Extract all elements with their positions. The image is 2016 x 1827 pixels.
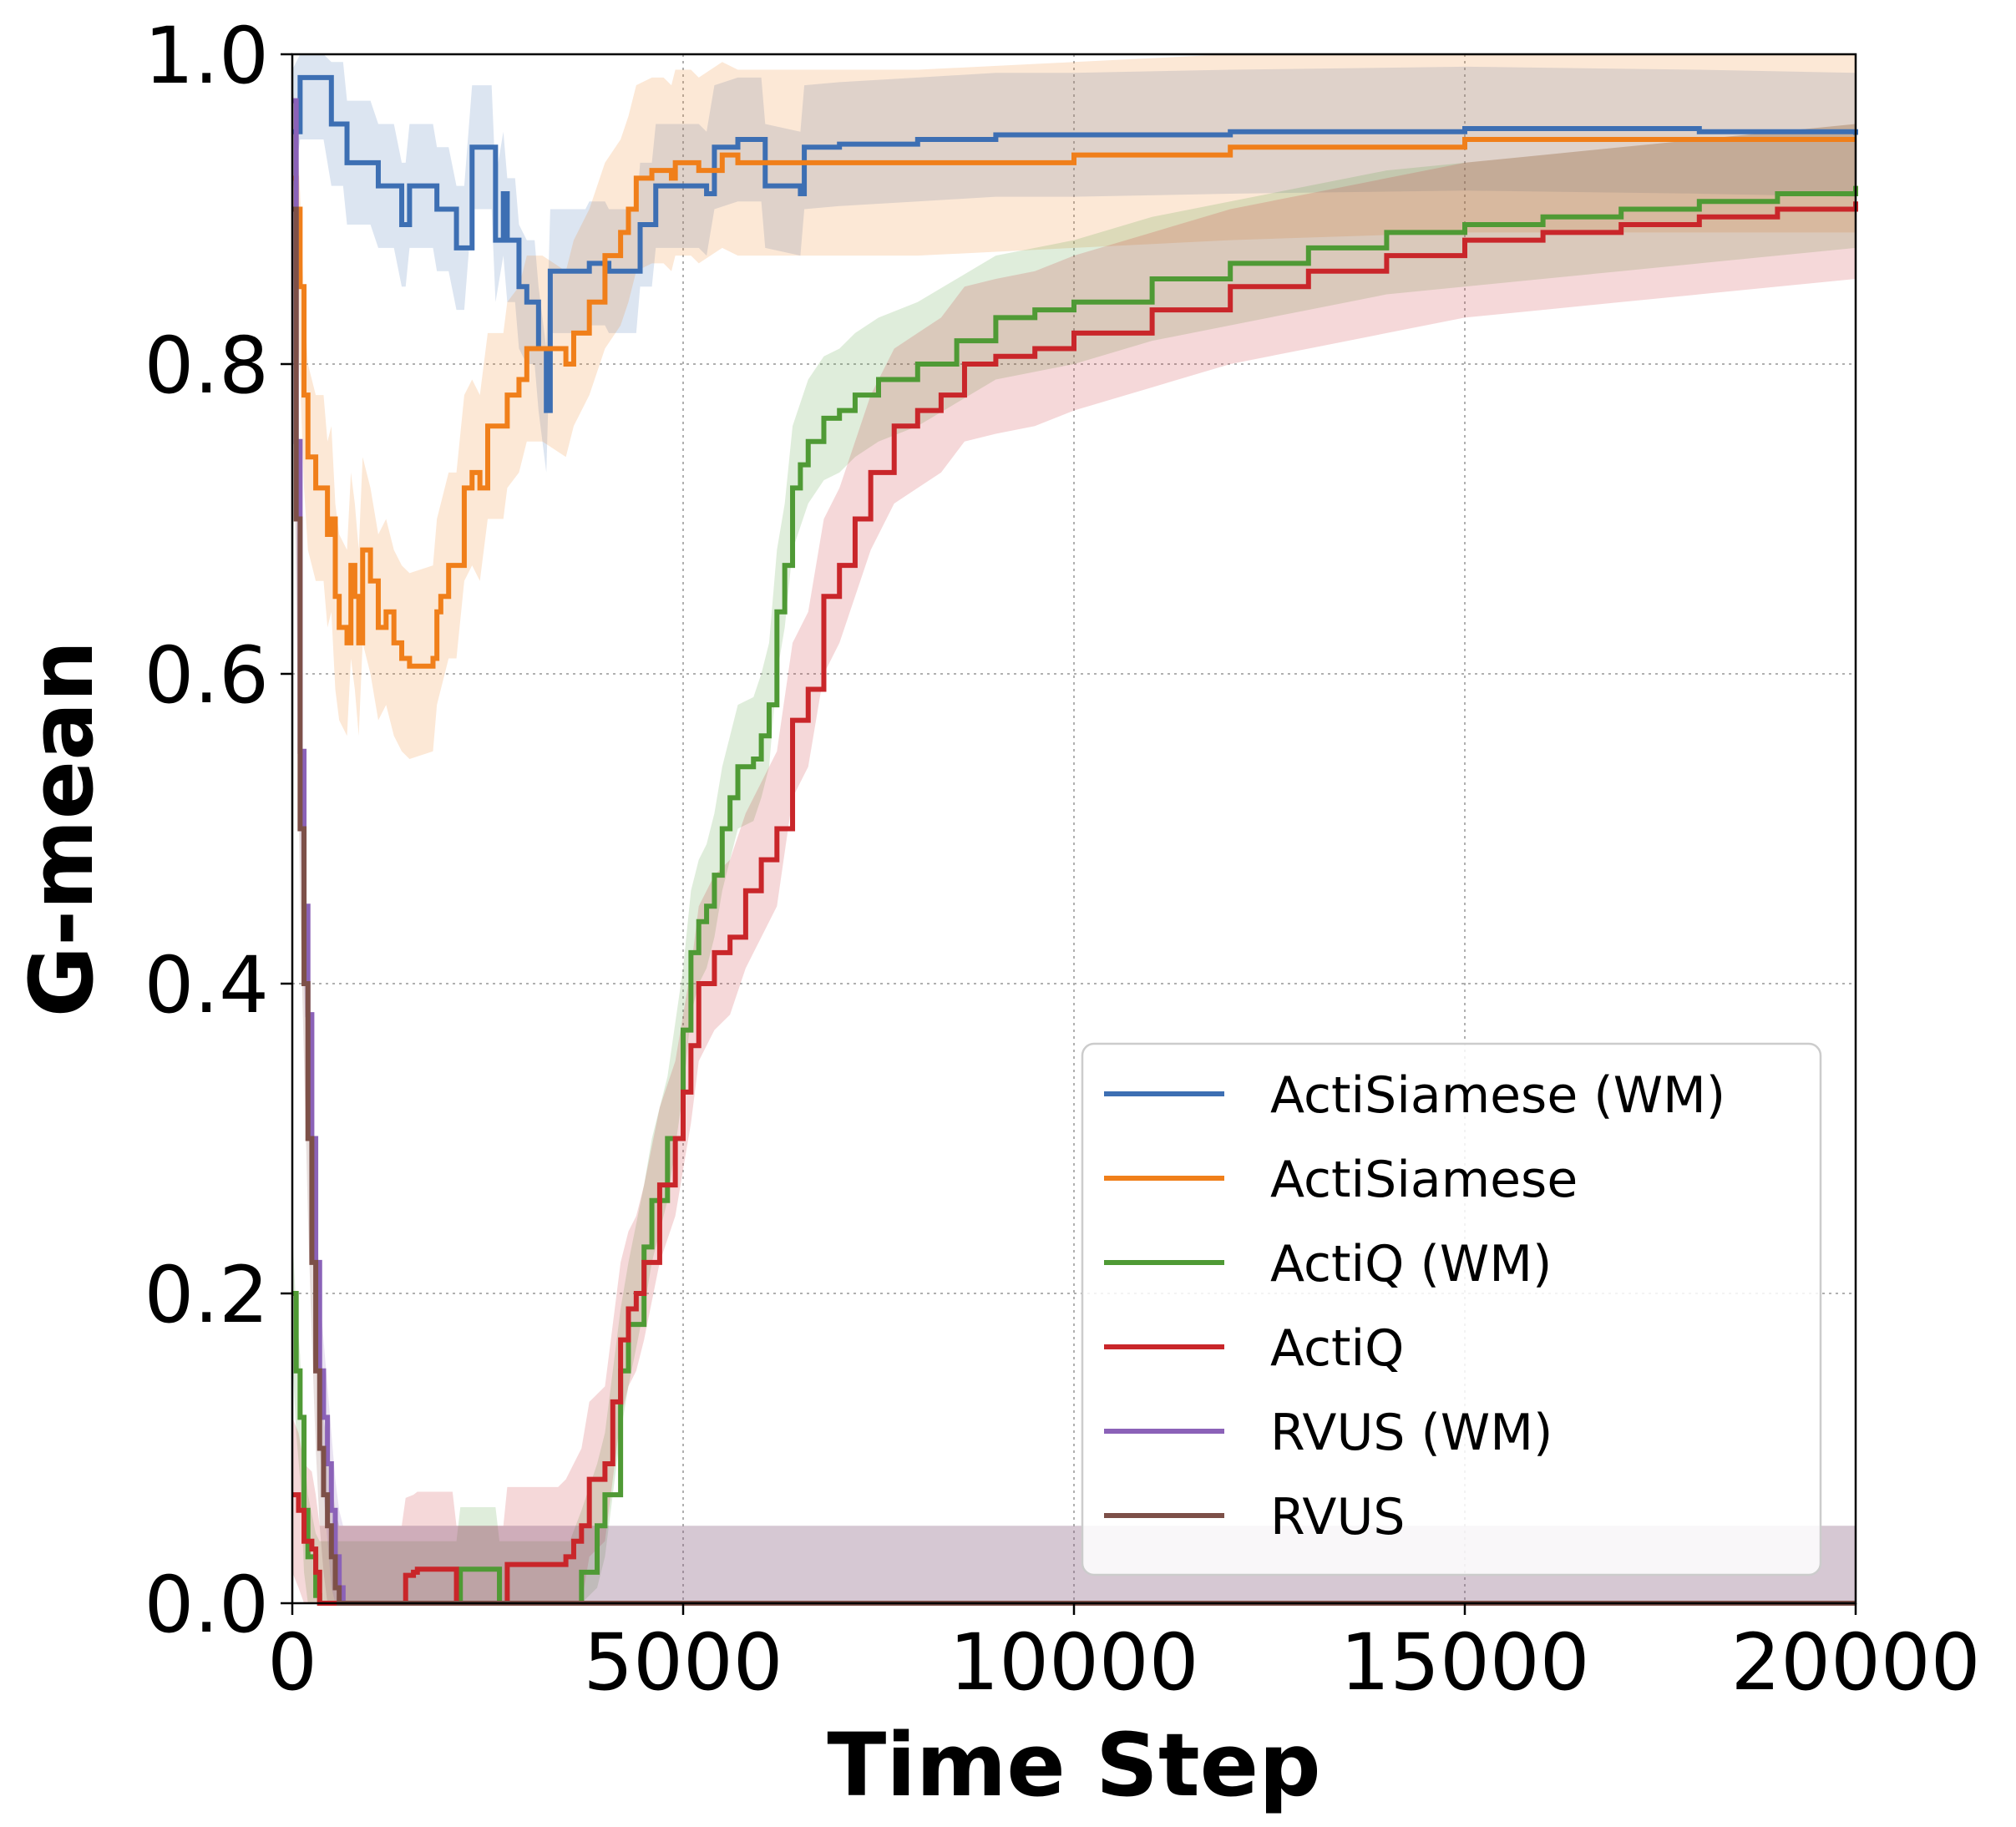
y-tick-label: 1.0 bbox=[144, 11, 270, 102]
y-tick-label: 0.2 bbox=[144, 1250, 270, 1341]
y-tick-label: 0.0 bbox=[144, 1560, 270, 1651]
x-tick-label: 20000 bbox=[1730, 1617, 1980, 1708]
legend-box bbox=[1081, 1042, 1822, 1576]
series-line-actisiamese bbox=[292, 137, 1856, 669]
series-line-actiq-wm bbox=[292, 185, 1858, 1606]
y-tick-label: 0.6 bbox=[144, 630, 270, 721]
series-lines bbox=[292, 74, 1858, 1606]
series-line-rvus bbox=[292, 206, 1856, 1606]
x-tick-label: 5000 bbox=[583, 1617, 783, 1708]
legend: ActiSiamese (WM) ActiSiamese ActiQ (WM) Act… bbox=[1081, 1042, 1822, 1576]
band-actiq bbox=[292, 124, 1856, 1604]
x-tick-label: 0 bbox=[267, 1617, 317, 1708]
axis-ticks: 0 5000 10000 15000 20000 0.0 0.2 0.4 0.6 0.8 1.0 bbox=[144, 11, 1981, 1708]
x-tick-label: 15000 bbox=[1340, 1617, 1589, 1708]
band-actisiamese-wm bbox=[292, 54, 1856, 473]
x-axis-title: Time Step bbox=[827, 1714, 1320, 1816]
legend-label-rvus-wm: RVUS (WM) bbox=[1270, 1404, 1553, 1462]
legend-label-actisiamese-wm: ActiSiamese (WM) bbox=[1270, 1066, 1725, 1125]
legend-label-actisiamese: ActiSiamese bbox=[1270, 1151, 1578, 1209]
x-tick-label: 10000 bbox=[949, 1617, 1198, 1708]
series-line-actisiamese-wm bbox=[292, 74, 1858, 413]
legend-label-rvus: RVUS bbox=[1270, 1488, 1405, 1546]
legend-label-actiq-wm: ActiQ (WM) bbox=[1270, 1235, 1552, 1293]
series-line-actiq bbox=[292, 201, 1858, 1606]
y-tick-label: 0.4 bbox=[144, 940, 270, 1031]
y-tick-label: 0.8 bbox=[144, 321, 270, 412]
legend-label-actiq: ActiQ bbox=[1270, 1319, 1404, 1378]
y-axis-title: G-mean bbox=[11, 640, 113, 1018]
